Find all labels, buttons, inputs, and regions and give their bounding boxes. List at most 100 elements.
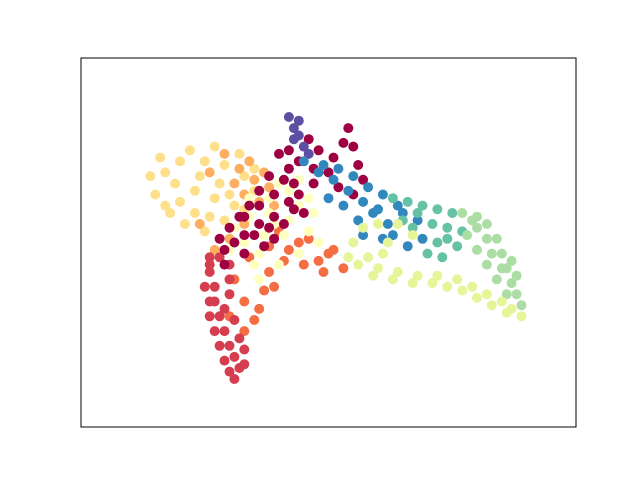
- scatter-point: [432, 204, 443, 215]
- scatter-point: [264, 171, 275, 182]
- scatter-point: [511, 270, 522, 281]
- scatter-point: [283, 244, 294, 255]
- scatter-point: [175, 156, 185, 167]
- scatter-point: [278, 230, 289, 241]
- scatter-point: [254, 185, 265, 196]
- scatter-point: [298, 259, 309, 270]
- scatter-point: [254, 219, 265, 229]
- scatter-point: [224, 274, 235, 285]
- scatter-point: [422, 248, 433, 259]
- scatter-point: [204, 311, 215, 322]
- scatter-point: [249, 230, 260, 241]
- scatter-point: [397, 208, 408, 218]
- scatter-point: [160, 167, 171, 178]
- scatter-point: [308, 178, 319, 189]
- scatter-point: [234, 163, 245, 174]
- scatter-point: [229, 374, 240, 384]
- scatter-point: [343, 252, 354, 263]
- scatter-point: [313, 145, 324, 156]
- scatter-point: [412, 215, 423, 226]
- scatter-point: [343, 185, 354, 196]
- scatter-point: [199, 156, 210, 167]
- scatter-point: [298, 208, 309, 218]
- scatter-point: [506, 255, 517, 266]
- scatter-point: [293, 248, 304, 259]
- scatter-point: [491, 233, 502, 244]
- scatter-point: [323, 193, 334, 204]
- scatter-point: [432, 270, 443, 281]
- scatter-point: [293, 237, 304, 248]
- scatter-point: [229, 200, 240, 211]
- axes-frame: [80, 57, 577, 428]
- scatter-point: [313, 255, 324, 266]
- scatter-point: [462, 230, 473, 241]
- scatter-point: [229, 351, 240, 362]
- scatter-point: [234, 333, 245, 344]
- scatter-point: [254, 303, 265, 314]
- scatter-point: [239, 219, 250, 229]
- scatter-point: [303, 134, 314, 145]
- scatter-point: [412, 208, 423, 218]
- scatter-point: [224, 189, 235, 200]
- scatter-point: [338, 137, 349, 148]
- scatter-point: [259, 230, 270, 241]
- scatter-point: [496, 263, 507, 274]
- scatter-point: [278, 219, 289, 229]
- scatter-point: [199, 226, 210, 237]
- scatter-point: [452, 241, 463, 252]
- scatter-point: [283, 112, 294, 122]
- scatter-point: [358, 196, 369, 207]
- scatter-point: [506, 278, 517, 289]
- scatter-point: [274, 259, 284, 270]
- scatter-point: [417, 233, 428, 244]
- scatter-point: [214, 233, 225, 244]
- scatter-point: [229, 315, 240, 325]
- scatter-point: [442, 222, 453, 233]
- scatter-point: [283, 196, 294, 207]
- scatter-point: [472, 292, 482, 303]
- scatter-point: [214, 252, 225, 263]
- scatter-point: [442, 233, 453, 244]
- scatter-point: [219, 259, 230, 270]
- scatter-point: [150, 189, 161, 200]
- scatter-point: [437, 252, 448, 263]
- scatter-point: [264, 222, 275, 233]
- scatter-point: [239, 248, 250, 259]
- scatter-point: [288, 134, 299, 145]
- scatter-point: [269, 281, 280, 292]
- scatter-point: [298, 141, 309, 152]
- scatter-point: [204, 259, 215, 270]
- scatter-point: [432, 237, 443, 248]
- scatter-point: [234, 148, 245, 159]
- scatter-point: [387, 230, 398, 241]
- scatter-point: [259, 285, 270, 296]
- scatter-point: [328, 244, 339, 255]
- scatter-point: [447, 208, 458, 218]
- scatter-point: [377, 248, 388, 259]
- scatter-point: [442, 281, 453, 292]
- scatter-point: [516, 311, 527, 322]
- scatter-point: [219, 355, 230, 366]
- scatter-point: [323, 167, 334, 178]
- scatter-point: [189, 185, 200, 196]
- scatter-point: [303, 226, 314, 237]
- scatter-point: [333, 182, 344, 193]
- scatter-point: [219, 303, 230, 314]
- scatter-point: [348, 237, 359, 248]
- scatter-point: [496, 296, 507, 307]
- scatter-point: [358, 222, 369, 233]
- scatter-point: [219, 244, 230, 255]
- scatter-point: [269, 233, 280, 244]
- scatter-point: [501, 307, 512, 318]
- scatter-point: [229, 178, 240, 189]
- scatter-point: [392, 200, 403, 211]
- scatter-point: [313, 237, 324, 248]
- scatter-point: [145, 171, 156, 182]
- scatter-point: [412, 270, 423, 281]
- scatter-point: [427, 219, 438, 229]
- scatter-point: [472, 222, 482, 233]
- scatter-point: [481, 289, 492, 300]
- scatter-point: [308, 208, 319, 218]
- scatter-point: [224, 289, 235, 300]
- scatter-point: [274, 148, 284, 159]
